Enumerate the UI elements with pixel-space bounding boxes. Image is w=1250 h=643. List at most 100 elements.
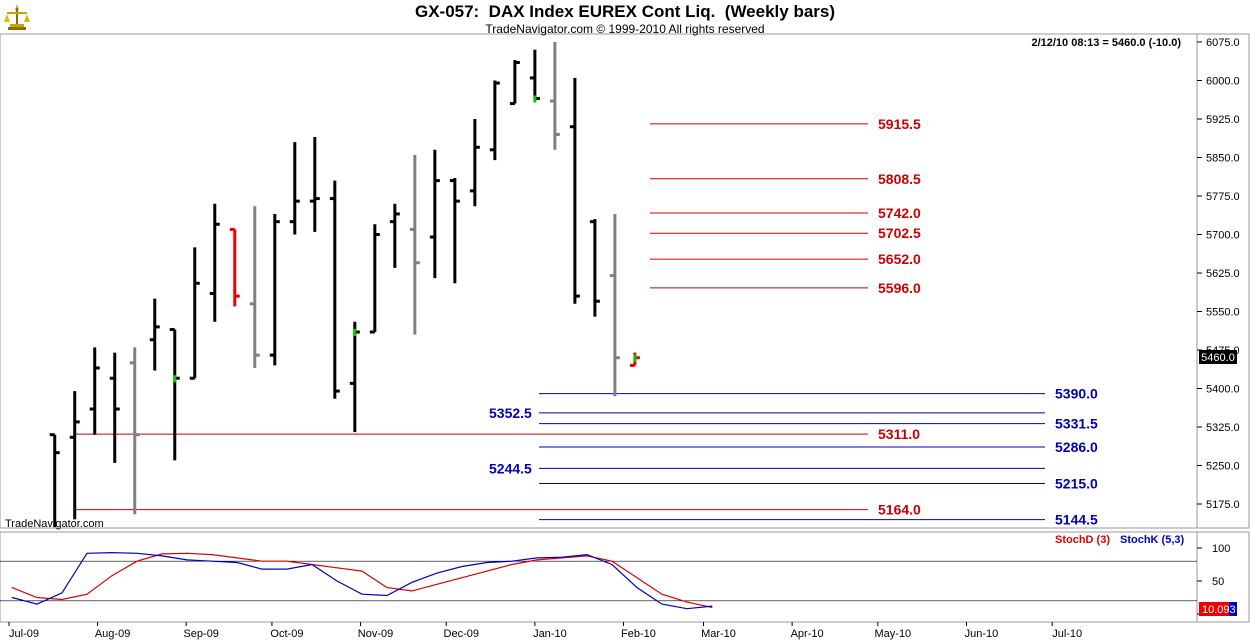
stoch-point <box>211 560 213 562</box>
price-tick-label: 5250.0 <box>1206 461 1240 473</box>
stoch-point <box>461 577 463 579</box>
stoch-point <box>11 587 13 589</box>
stoch-point <box>711 606 713 608</box>
blue-level-label: 5286.0 <box>1055 439 1098 455</box>
red-level-label: 5596.0 <box>878 280 921 296</box>
red-level-label: 5652.0 <box>878 251 921 267</box>
ohlc-bar <box>49 433 60 528</box>
price-panel-frame <box>0 33 1198 529</box>
x-axis: Jul-09 Aug-09 Sep-09 Oct-09 Nov-09 Dec-09 Jan-… <box>8 622 1082 640</box>
stoch-point <box>286 568 288 570</box>
red-level-label: 5311.0 <box>878 426 920 442</box>
x-tick-label: Jan-10 <box>533 628 567 640</box>
last-stoch-tag-bg-2 <box>1229 602 1237 616</box>
stoch-point <box>611 564 613 565</box>
stoch-tick-label: 50 <box>1212 576 1224 588</box>
price-tick-label: 5775.0 <box>1206 191 1240 203</box>
x-tick-label: Sep-09 <box>183 628 218 640</box>
stoch-y-axis: 100 50 <box>0 543 1230 615</box>
blue-level-label: 5215.0 <box>1055 475 1098 491</box>
ohlc-bar <box>589 219 600 317</box>
stoch-point <box>261 560 263 562</box>
ohlc-bar <box>169 327 180 461</box>
stoch-point <box>311 564 313 565</box>
stoch-point <box>136 552 138 554</box>
ohlc-bar <box>309 136 320 232</box>
x-tick-label: Feb-10 <box>621 628 656 640</box>
price-tick-label: 5175.0 <box>1206 499 1240 511</box>
stoch-point <box>186 559 188 561</box>
stoch-panel-frame <box>0 531 1198 623</box>
x-tick-label: Aug-09 <box>95 628 130 640</box>
ohlc-bar <box>209 203 220 322</box>
stoch-point <box>511 560 513 562</box>
ohlc-bar <box>89 347 100 435</box>
stoch-point <box>686 608 688 610</box>
stoch-point <box>336 567 338 569</box>
stoch-point <box>236 557 238 559</box>
last-stoch-tag: 10.093 <box>1202 604 1236 616</box>
price-tick-label: 6075.0 <box>1206 37 1240 49</box>
x-tick-label: Jul-10 <box>1052 628 1082 640</box>
stoch-point <box>636 587 638 589</box>
blue-level-label: 5244.5 <box>489 460 532 476</box>
stoch-point <box>536 557 538 559</box>
red-level-label: 5702.5 <box>878 225 921 241</box>
red-level-label: 5915.5 <box>878 116 921 132</box>
stoch-point <box>61 598 63 600</box>
ohlc-bar <box>529 49 540 103</box>
red-level-label: 5742.0 <box>878 205 921 221</box>
ohlc-bar <box>189 247 200 380</box>
stoch-point <box>686 601 688 603</box>
stoch-point <box>611 560 613 562</box>
stoch-point <box>661 603 663 605</box>
stoch-point <box>61 592 63 594</box>
ohlc-bar <box>569 77 580 304</box>
stoch-point <box>111 575 113 577</box>
last-price-tag-bg <box>1199 350 1237 364</box>
ohlc-bars <box>49 42 640 528</box>
chart-title: GX-057: DAX Index EUREX Cont Liq. (Weekl… <box>414 2 836 21</box>
price-tick-label: 5850.0 <box>1206 153 1240 165</box>
x-tick-label: May-10 <box>875 628 912 640</box>
stoch-point <box>561 556 563 558</box>
stoch-point <box>336 580 338 582</box>
ohlc-bar <box>269 213 280 366</box>
chart-subtitle: TradeNavigator.com © 1999-2010 All right… <box>485 22 765 36</box>
stoch-point <box>386 595 388 597</box>
stoch-point <box>111 552 113 554</box>
stoch-point <box>486 570 488 572</box>
x-tick-label: Nov-09 <box>358 628 393 640</box>
ohlc-bar <box>489 80 500 161</box>
price-tick-label: 6000.0 <box>1206 76 1240 88</box>
stoch-point <box>461 565 463 567</box>
ohlc-bar <box>349 321 360 433</box>
stoch-point <box>86 593 88 595</box>
watermark: TradeNavigator.com <box>5 518 104 530</box>
stoch-point <box>586 554 588 556</box>
stoch-point <box>536 559 538 561</box>
price-axis-frame <box>1196 33 1250 529</box>
ohlc-bar <box>369 224 380 334</box>
ohlc-bar <box>509 59 520 106</box>
x-tick-label: Jun-10 <box>965 628 999 640</box>
status-readout: 2/12/10 08:13 = 5460.0 (-10.0) <box>1031 37 1181 49</box>
ohlc-bar <box>229 227 240 307</box>
tradenavigator-logo-icon <box>4 2 30 32</box>
ohlc-bar <box>629 352 640 367</box>
price-tick-label: 5325.0 <box>1206 422 1240 434</box>
stoch-point <box>511 564 513 565</box>
stoch-point <box>36 597 38 598</box>
legend-stochk: StochK (5,3) <box>1120 534 1185 546</box>
ohlc-bar <box>389 203 400 268</box>
blue-level-label: 5331.5 <box>1055 416 1098 432</box>
ohlc-bar <box>409 154 420 335</box>
stoch-point <box>186 552 188 554</box>
stoch-point <box>661 593 663 595</box>
x-tick-label: Apr-10 <box>791 628 824 640</box>
ohlc-bar <box>109 352 120 463</box>
price-tick-label: 5925.0 <box>1206 114 1240 126</box>
stoch-point <box>436 572 438 574</box>
stoch-point <box>286 560 288 562</box>
